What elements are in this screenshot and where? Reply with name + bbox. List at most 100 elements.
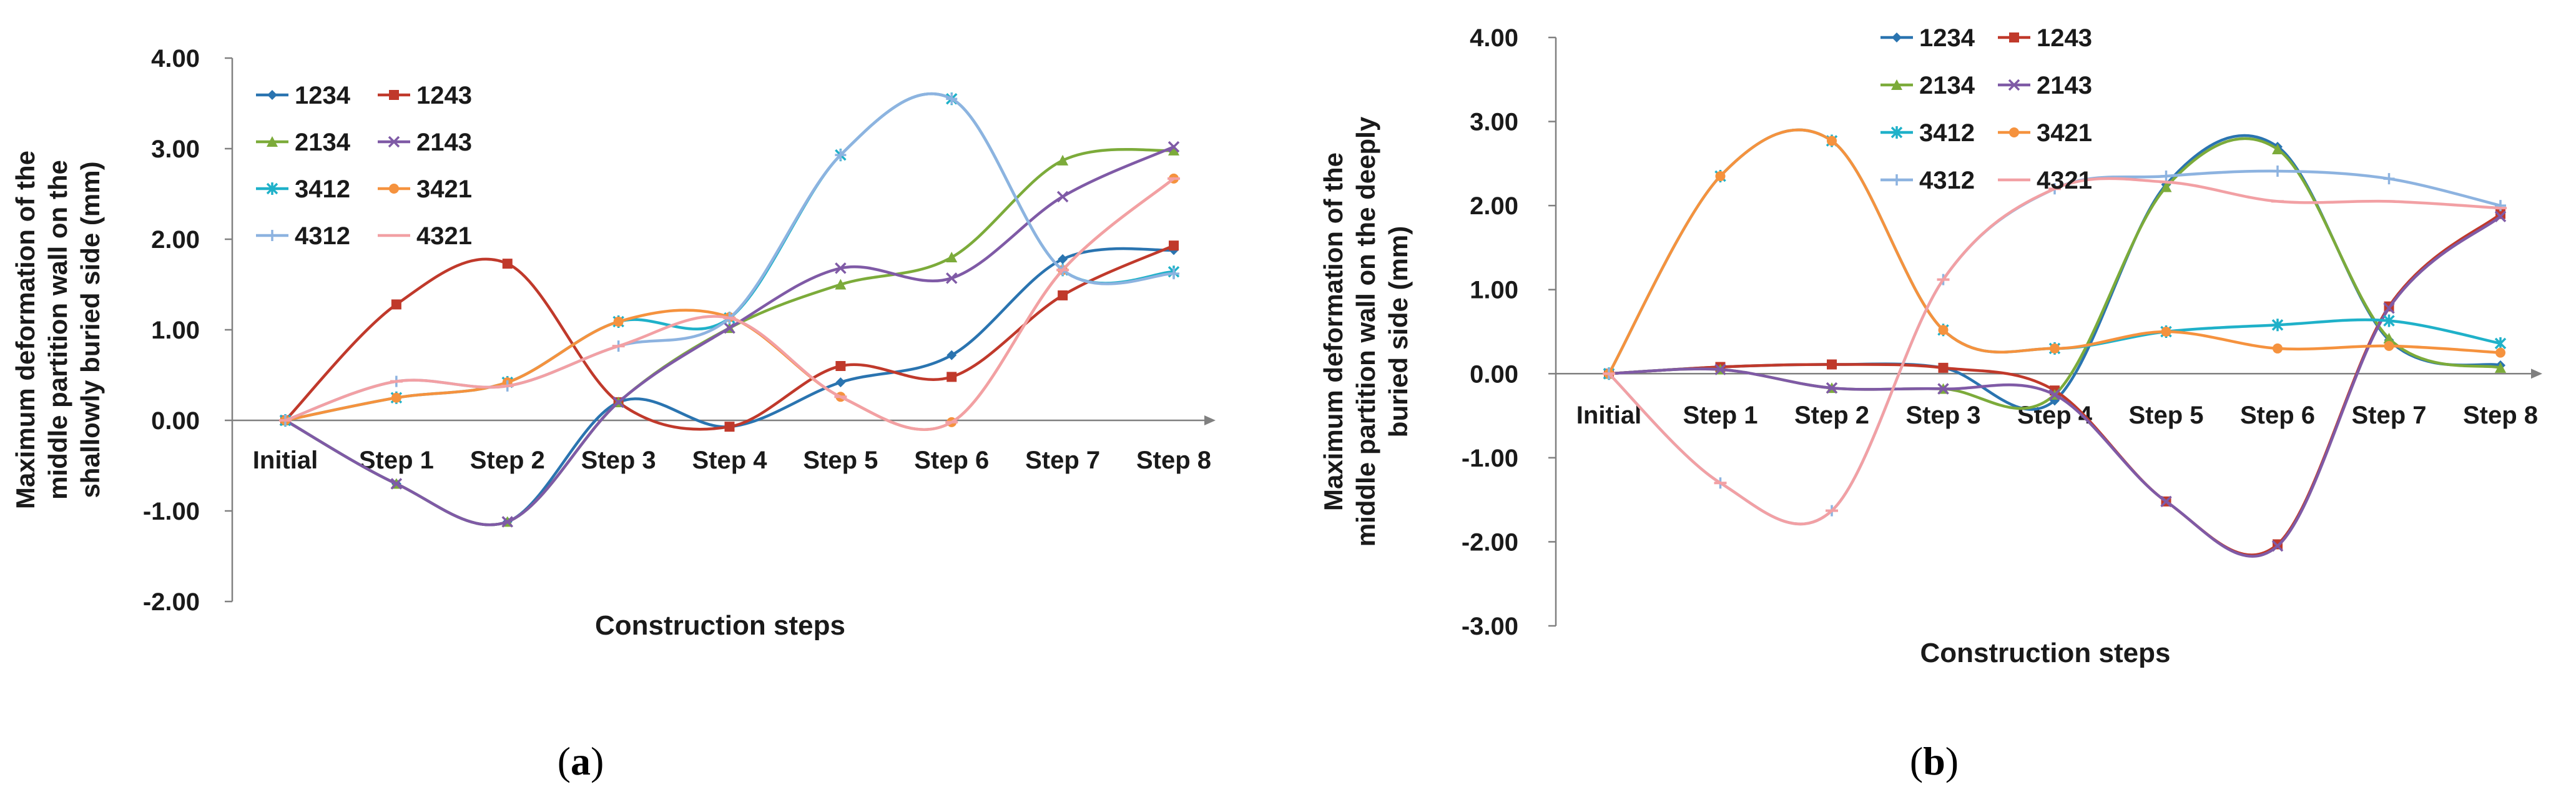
data-point-2143 — [1826, 382, 1838, 394]
legend-marker-4312 — [267, 230, 278, 241]
data-point-2143 — [1937, 383, 1949, 395]
caption-letter: b — [1923, 739, 1945, 783]
data-point-3421 — [2050, 343, 2060, 354]
caption-letter: a — [571, 739, 591, 783]
legend-label-2143: 2143 — [2037, 72, 2092, 99]
legend-marker-1234 — [1892, 32, 1902, 42]
legend-marker-4312 — [1891, 174, 1902, 186]
legend-label-2134: 2134 — [295, 129, 351, 156]
data-point-3421 — [391, 392, 401, 403]
y-tick-label: 4.00 — [1470, 24, 1518, 52]
legend-label-2134: 2134 — [1919, 72, 1975, 99]
y-tick-label: 3.00 — [151, 136, 200, 163]
data-point-4312 — [2383, 173, 2395, 185]
data-point-2143 — [1168, 141, 1180, 153]
y-tick-label: 2.00 — [151, 226, 200, 254]
data-point-4312 — [946, 93, 958, 105]
data-point-3412 — [2383, 314, 2395, 327]
legend-marker-2143 — [2008, 79, 2020, 91]
data-point-1243 — [2495, 209, 2505, 219]
legend-marker-1243 — [389, 90, 399, 100]
x-axis-title: Construction steps — [1920, 638, 2171, 668]
data-point-4312 — [1168, 268, 1179, 280]
data-point-1243 — [391, 299, 401, 310]
legend-label-3412: 3412 — [1919, 119, 1975, 147]
legend-marker-2134 — [1891, 79, 1902, 90]
panel-caption: (a) — [558, 739, 604, 783]
caption-paren: ) — [1945, 739, 1959, 783]
series-line-2143 — [1607, 215, 2502, 558]
x-axis-title: Construction steps — [595, 610, 845, 641]
series-line-4321 — [283, 177, 1176, 431]
legend-marker-3421 — [389, 184, 399, 194]
y-axis-title-line: Maximum deformation of the — [11, 151, 40, 509]
legend-label-1234: 1234 — [295, 82, 351, 109]
data-point-3421 — [1827, 136, 1837, 146]
data-point-2134 — [2160, 181, 2172, 192]
data-point-2143 — [501, 516, 513, 528]
chart-b: -3.00 -2.00 -1.00 0.00 1.00 2.00 3.00 4.00 Initi… — [1319, 24, 2542, 783]
x-axis-arrow — [2531, 369, 2542, 379]
legend-label-1243: 1243 — [416, 82, 472, 109]
data-point-2134 — [1168, 144, 1179, 156]
y-tick-label: 0.00 — [1470, 360, 1518, 388]
legend-label-3412: 3412 — [295, 176, 350, 203]
x-tick-label: Step 2 — [1794, 402, 1869, 429]
legend-label-1243: 1243 — [2037, 24, 2092, 52]
data-point-1243 — [502, 259, 513, 269]
legend-label-2143: 2143 — [416, 129, 472, 156]
data-point-2143 — [612, 396, 624, 408]
y-axis-title: Maximum deformation of the middle partiti… — [11, 151, 105, 509]
legend-label-4312: 4312 — [295, 222, 350, 250]
x-axis-arrow — [1204, 415, 1216, 425]
data-point-3421 — [1715, 171, 1726, 182]
y-axis-title-line: shallowly buried side (mm) — [76, 161, 105, 498]
y-axis-title-line: buried side (mm) — [1384, 226, 1413, 437]
data-point-3421 — [1938, 325, 1949, 335]
caption-paren: ( — [558, 739, 571, 783]
x-tick-label: Initial — [253, 447, 318, 474]
legend-marker-3412 — [1890, 126, 1903, 139]
data-point-2143 — [2383, 302, 2395, 314]
data-point-1243 — [1169, 240, 1179, 251]
legend-marker-2143 — [388, 136, 400, 148]
data-point-3412 — [2271, 319, 2284, 332]
data-point-3421 — [2384, 340, 2394, 351]
legend-marker-3421 — [2009, 127, 2019, 137]
x-tick-label: Step 4 — [692, 447, 767, 474]
x-tick-label: Step 5 — [2128, 402, 2203, 429]
y-axis-title-line: middle partition wall on the deeply — [1351, 116, 1380, 547]
legend-marker-1234 — [267, 90, 277, 100]
data-point-3421 — [2161, 327, 2171, 337]
data-point-2134 — [835, 279, 847, 290]
legend-label-3421: 3421 — [2037, 119, 2092, 147]
series-line-1243 — [1607, 212, 2502, 557]
x-tick-label: Step 3 — [581, 447, 656, 474]
series-line-1243 — [283, 244, 1176, 431]
data-point-2143 — [835, 262, 847, 274]
data-point-1243 — [946, 372, 957, 382]
data-point-1243 — [724, 422, 735, 432]
legend-label-3421: 3421 — [416, 176, 472, 203]
data-point-4312 — [2272, 165, 2283, 177]
legend-marker-1243 — [2009, 32, 2019, 42]
data-point-1234 — [946, 350, 957, 360]
data-point-2143 — [2271, 540, 2284, 552]
y-tick-label: -2.00 — [143, 588, 200, 616]
y-tick-label: 3.00 — [1470, 109, 1518, 136]
x-tick-label: Step 6 — [2240, 402, 2315, 429]
data-point-2143 — [2160, 495, 2172, 508]
x-tick-label: Step 6 — [914, 447, 989, 474]
x-tick-label: Step 7 — [1025, 447, 1100, 474]
panel-caption: (b) — [1910, 739, 1959, 783]
data-point-3412 — [2494, 337, 2507, 350]
data-point-2134 — [2272, 143, 2283, 154]
data-point-2143 — [1714, 364, 1726, 375]
series-line-3421 — [1607, 128, 2502, 375]
x-tick-label: Initial — [1576, 402, 1641, 429]
data-point-1234 — [1058, 254, 1068, 264]
y-axis-title: Maximum deformation of the middle partiti… — [1319, 116, 1413, 547]
y-tick-label: 2.00 — [1470, 192, 1518, 220]
data-point-4312 — [835, 149, 847, 161]
